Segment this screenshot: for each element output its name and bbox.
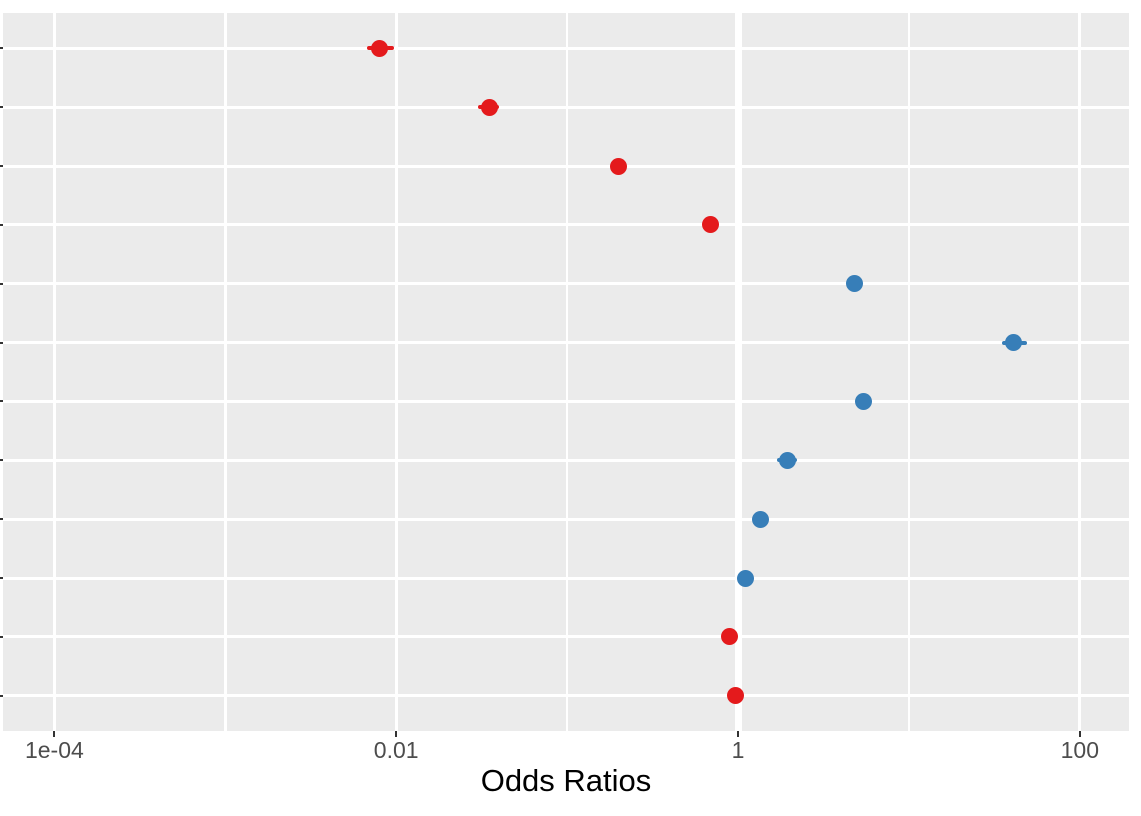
x-axis-tick (737, 731, 739, 737)
data-point (610, 157, 627, 175)
y-axis-tick (0, 106, 3, 109)
y-axis-tick (0, 223, 3, 226)
x-axis-title: Odds Ratios (480, 763, 652, 798)
data-point (778, 451, 796, 469)
v-major-gridline (394, 13, 398, 731)
data-point (752, 510, 770, 528)
v-minor-gridline (565, 13, 569, 731)
y-axis-tick (0, 577, 3, 579)
reference-line-or-1 (734, 13, 742, 731)
y-axis-tick (0, 635, 3, 638)
data-point (845, 275, 863, 293)
x-axis-tick (395, 731, 398, 737)
data-point (480, 98, 498, 116)
x-tick-label: 100 (1060, 737, 1099, 763)
y-axis-tick (0, 518, 3, 521)
y-axis-tick (0, 400, 3, 403)
x-tick-label: 1 (731, 737, 745, 763)
y-axis-tick (0, 47, 3, 50)
data-point (1005, 334, 1023, 352)
v-major-gridline (52, 13, 56, 731)
y-axis-tick (0, 459, 3, 462)
v-major-gridline (1078, 13, 1082, 731)
data-point (854, 392, 872, 410)
data-point (720, 628, 738, 646)
plot-panel (3, 13, 1129, 731)
y-axis-tick (0, 341, 3, 344)
data-point (726, 687, 744, 705)
v-minor-gridline (224, 13, 227, 731)
x-tick-label: 1e-04 (24, 737, 84, 763)
x-axis-tick (53, 731, 56, 737)
data-point (702, 216, 719, 234)
y-axis-tick (0, 165, 3, 167)
data-point (371, 39, 389, 57)
data-point (736, 569, 754, 587)
y-axis-tick (0, 694, 3, 697)
v-minor-gridline (907, 13, 911, 731)
x-axis-tick (1078, 731, 1081, 737)
x-tick-label: 0.01 (373, 737, 419, 763)
y-axis-tick (0, 282, 3, 285)
